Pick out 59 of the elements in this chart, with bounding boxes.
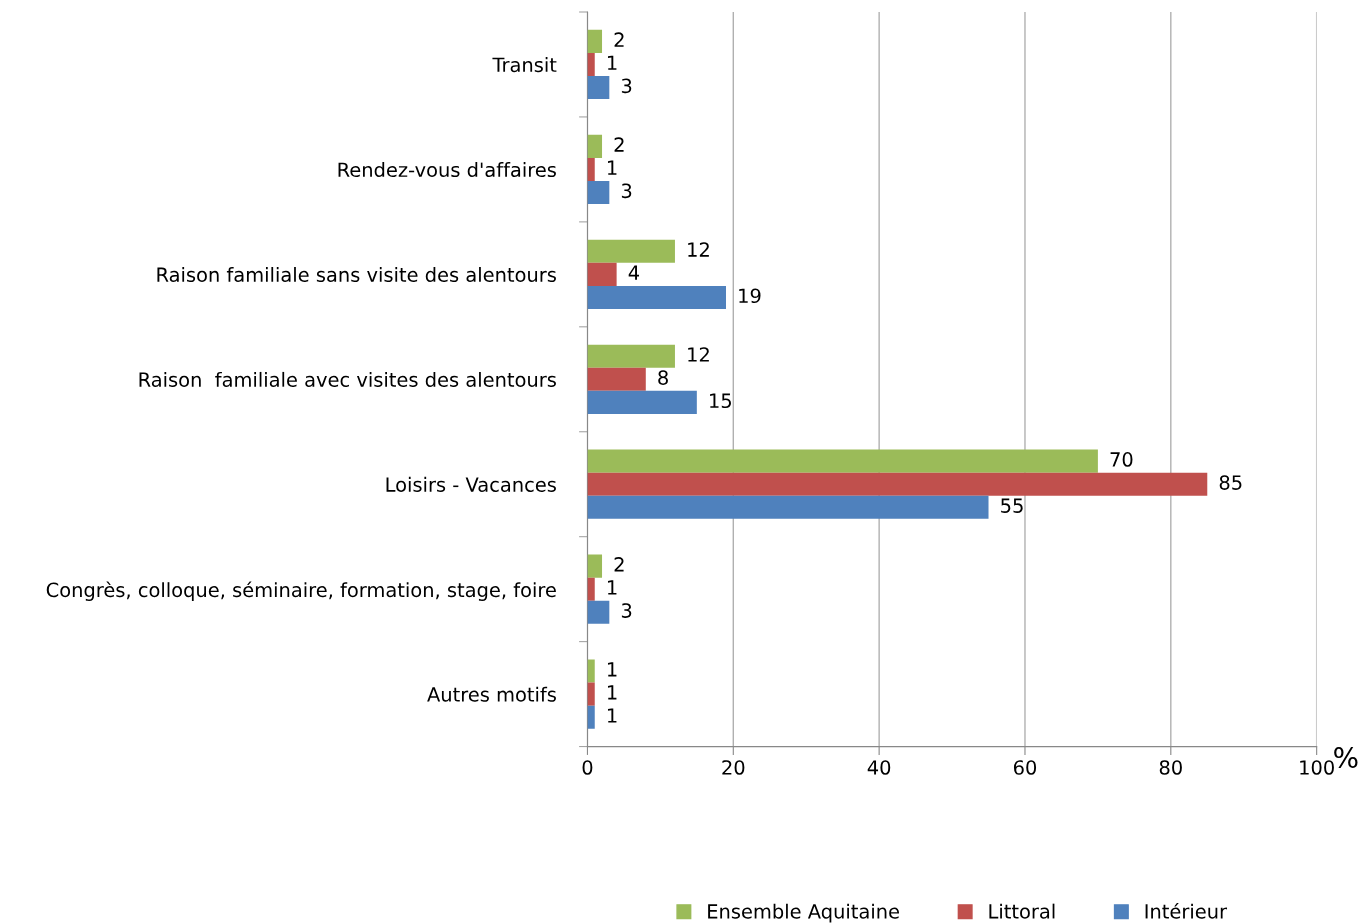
bar (587, 554, 603, 578)
x-tick-label: 60 (1013, 760, 1037, 775)
y-tick-label: Raison familiale sans visite des alentours (157, 266, 556, 283)
bar (587, 472, 1208, 496)
data-label: 12 (688, 242, 709, 257)
bar (587, 449, 1098, 473)
data-label: 3 (621, 78, 632, 94)
data-label: 4 (628, 265, 640, 280)
x-tick-label: 0 (582, 760, 593, 775)
data-label: 19 (739, 288, 761, 304)
y-tick-label: Rendez-vous d'affaires (338, 162, 556, 178)
bar (587, 705, 595, 729)
data-label: 2 (614, 557, 624, 572)
data-label: 55 (1001, 498, 1023, 513)
data-label: 70 (1110, 452, 1133, 467)
bar (587, 157, 595, 181)
data-label: 1 (607, 662, 617, 677)
y-tick-label: Raison familiale avec visites des alentours (139, 371, 556, 387)
data-label: 85 (1219, 475, 1242, 490)
x-tick-label: 80 (1159, 760, 1182, 775)
data-label: 1 (607, 55, 617, 70)
bar (587, 344, 675, 368)
bar (587, 134, 603, 158)
data-label: 3 (621, 183, 632, 199)
data-label: 1 (607, 580, 617, 595)
bar (587, 180, 610, 205)
legend-label: Intérieur (1145, 902, 1228, 919)
y-tick-label: Loisirs - Vacances (386, 476, 556, 492)
legend-label: Ensemble Aquitaine (708, 903, 899, 923)
legend-label: Littoral (989, 903, 1055, 919)
bar (587, 682, 595, 706)
bar (587, 659, 595, 683)
bar (587, 239, 675, 263)
y-tick-label: Transit (492, 57, 557, 73)
data-label: 8 (658, 370, 668, 385)
bar (587, 52, 595, 77)
x-axis-title: % (1334, 747, 1358, 769)
data-label: 2 (614, 32, 624, 47)
x-tick-label: 20 (722, 760, 745, 775)
data-label: 12 (688, 347, 709, 362)
data-label: 1 (607, 708, 617, 723)
bar (587, 577, 595, 601)
y-tick-label: Congrès, colloque, séminaire, formation, stage, foire (46, 581, 556, 601)
bar (587, 390, 697, 414)
data-label: 15 (710, 393, 731, 409)
bar (587, 367, 646, 391)
x-tick-label: 100 (1300, 760, 1334, 775)
bar (587, 285, 726, 309)
bar (587, 262, 617, 286)
data-label: 2 (614, 137, 624, 152)
data-label: 1 (607, 685, 617, 700)
bar (587, 600, 610, 624)
bar (587, 29, 603, 53)
data-label: 3 (621, 603, 632, 618)
bar (587, 76, 610, 100)
x-tick-label: 40 (867, 760, 891, 775)
y-tick-label: Autres motifs (427, 686, 556, 702)
data-label: 1 (607, 160, 617, 175)
bar (587, 495, 989, 519)
